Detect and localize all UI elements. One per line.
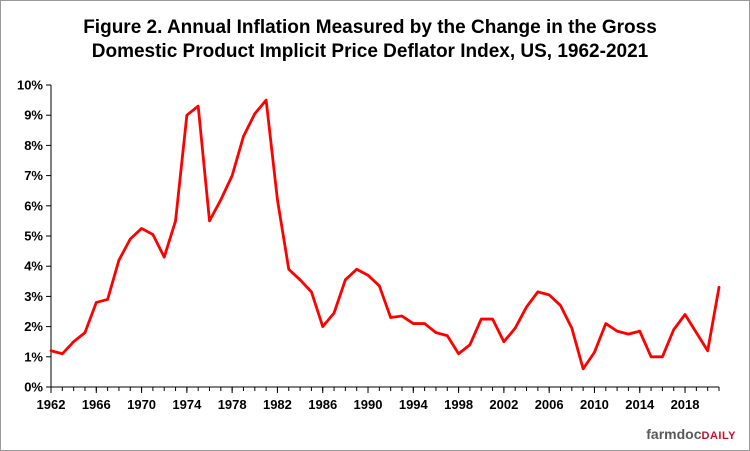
chart-title: Figure 2. Annual Inflation Measured by t… bbox=[60, 16, 680, 64]
data-point bbox=[593, 351, 596, 354]
x-tick-label: 1978 bbox=[218, 397, 247, 412]
y-tick-label: 10% bbox=[17, 78, 43, 93]
x-tick-label: 2010 bbox=[580, 397, 609, 412]
data-point bbox=[378, 284, 381, 288]
x-tick-label: 1962 bbox=[37, 397, 66, 412]
data-point bbox=[344, 278, 347, 281]
data-point bbox=[61, 352, 64, 355]
data-point bbox=[321, 325, 324, 328]
data-point bbox=[480, 317, 483, 321]
data-point bbox=[570, 326, 574, 330]
x-tick-label: 1966 bbox=[82, 397, 111, 412]
data-point bbox=[457, 352, 460, 355]
data-point bbox=[502, 340, 506, 343]
data-point bbox=[230, 174, 234, 177]
x-tick-label: 1990 bbox=[354, 397, 383, 412]
y-tick-label: 3% bbox=[24, 289, 43, 304]
data-point bbox=[174, 219, 177, 223]
data-point bbox=[423, 322, 426, 325]
logo-text-farmdoc: farmdoc bbox=[646, 426, 702, 442]
x-tick-label: 2002 bbox=[489, 397, 518, 412]
data-point bbox=[446, 334, 449, 337]
chart-title-line-2: Domestic Product Implicit Price Deflator… bbox=[91, 41, 649, 62]
x-tick-label: 2014 bbox=[625, 397, 655, 412]
y-tick-label: 0% bbox=[24, 380, 43, 395]
y-tick-label: 2% bbox=[24, 319, 43, 334]
data-point bbox=[264, 98, 268, 102]
data-point bbox=[355, 268, 358, 271]
data-point bbox=[72, 340, 75, 343]
data-point bbox=[536, 290, 540, 294]
data-point bbox=[638, 329, 641, 333]
data-point bbox=[525, 305, 528, 309]
y-tick-label: 5% bbox=[24, 229, 43, 244]
data-point bbox=[95, 301, 98, 304]
y-tick-label: 4% bbox=[24, 259, 43, 274]
y-tick-label: 8% bbox=[24, 138, 43, 153]
y-tick-label: 6% bbox=[24, 198, 43, 213]
data-point bbox=[412, 322, 415, 325]
data-point bbox=[468, 343, 472, 346]
data-point bbox=[287, 268, 290, 271]
data-point bbox=[547, 293, 551, 297]
data-point bbox=[514, 326, 517, 330]
data-point bbox=[219, 198, 223, 201]
x-tick-label: 1998 bbox=[444, 397, 473, 412]
x-tick-label: 1974 bbox=[172, 397, 202, 412]
data-point bbox=[310, 290, 313, 294]
data-point bbox=[83, 331, 87, 334]
data-point bbox=[389, 316, 392, 319]
data-point bbox=[491, 317, 494, 321]
data-point bbox=[615, 329, 619, 333]
data-point bbox=[49, 349, 53, 352]
data-point bbox=[400, 314, 404, 318]
data-point bbox=[434, 331, 438, 334]
x-tick-label: 1994 bbox=[399, 397, 429, 412]
farmdoc-daily-logo: farmdocDAILY bbox=[646, 426, 736, 442]
x-tick-label: 1982 bbox=[263, 397, 292, 412]
logo-text-daily: DAILY bbox=[701, 430, 736, 442]
data-point bbox=[604, 322, 607, 325]
data-point bbox=[649, 355, 653, 358]
data-point bbox=[717, 286, 721, 289]
data-point bbox=[106, 298, 109, 301]
x-tick-label: 2018 bbox=[671, 397, 700, 412]
chart-title-line-1: Figure 2. Annual Inflation Measured by t… bbox=[83, 17, 657, 38]
data-point bbox=[117, 258, 121, 262]
data-point bbox=[276, 198, 279, 201]
series-line-inflation bbox=[49, 98, 721, 371]
data-point bbox=[242, 135, 245, 138]
data-point bbox=[185, 114, 189, 117]
x-tick-label: 1986 bbox=[308, 397, 337, 412]
data-point bbox=[129, 237, 132, 241]
data-point bbox=[706, 349, 709, 352]
data-point bbox=[627, 332, 630, 336]
data-point bbox=[695, 331, 698, 334]
data-point bbox=[151, 233, 155, 236]
x-tick-label: 1970 bbox=[127, 397, 156, 412]
data-point bbox=[581, 367, 585, 371]
data-point bbox=[163, 255, 166, 259]
data-point bbox=[661, 355, 664, 358]
y-tick-label: 9% bbox=[24, 108, 43, 123]
data-point bbox=[140, 227, 143, 230]
y-tick-label: 7% bbox=[24, 168, 43, 183]
data-point bbox=[196, 104, 200, 108]
data-point bbox=[366, 274, 370, 277]
data-point bbox=[672, 328, 675, 331]
data-point bbox=[683, 313, 687, 316]
y-tick-label: 1% bbox=[24, 349, 43, 364]
data-point bbox=[332, 311, 336, 315]
data-point bbox=[298, 278, 302, 281]
data-point bbox=[208, 219, 211, 223]
x-tick-label: 2006 bbox=[535, 397, 564, 412]
data-point bbox=[559, 304, 562, 307]
data-point bbox=[253, 112, 256, 115]
